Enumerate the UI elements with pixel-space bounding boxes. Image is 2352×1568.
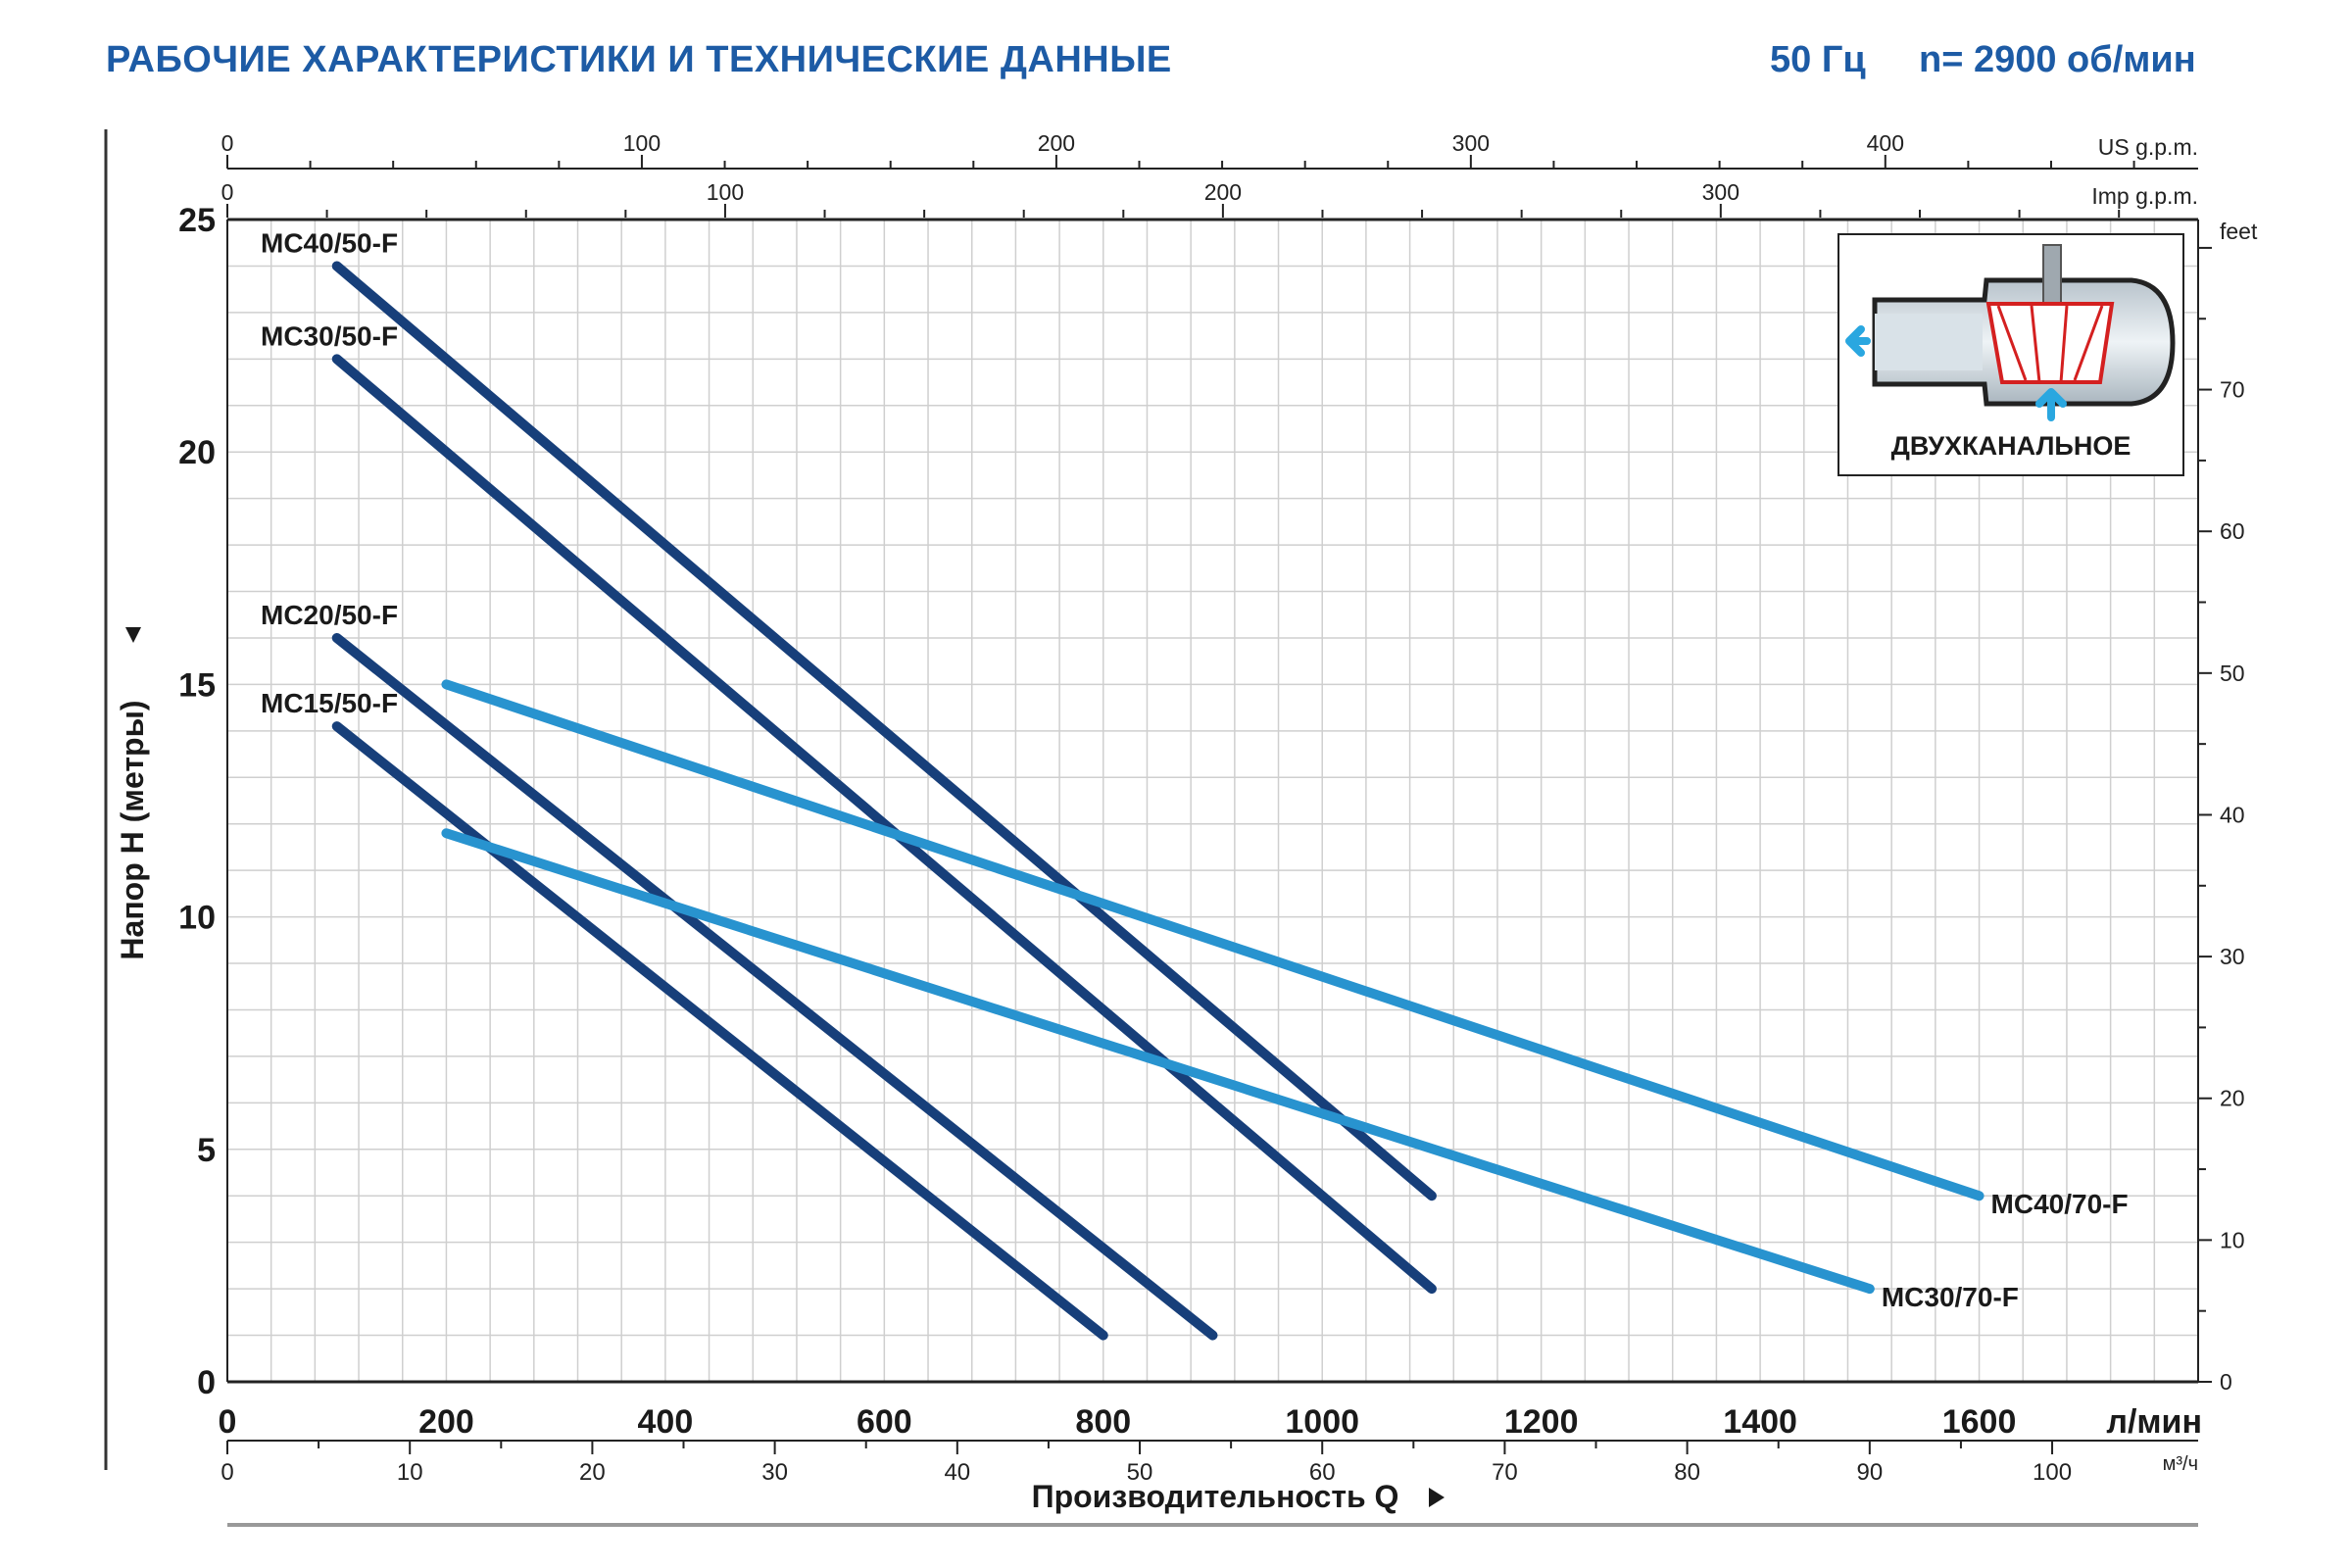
y-axis-title: Напор H (метры): [115, 700, 150, 959]
y-tick-label: 0: [197, 1364, 216, 1401]
speed-label: n= 2900 об/мин: [1919, 39, 2196, 80]
series-label-mc30-50-f: MC30/50-F: [261, 320, 398, 351]
x-top-us-tick-label: 400: [1867, 130, 1904, 156]
x-tick-label: 400: [638, 1403, 694, 1441]
y-right-tick-label: 30: [2220, 944, 2245, 969]
x-top-us-tick-label: 200: [1038, 130, 1075, 156]
x-tick-label: 1600: [1942, 1403, 2017, 1441]
x-top-us-tick-label: 0: [221, 130, 234, 156]
series-line-mc15-50-f: [331, 721, 1108, 1341]
series-label-mc40-70-f: MC40/70-F: [1991, 1189, 2129, 1219]
x-secondary-tick-label: 40: [944, 1459, 970, 1486]
y-right-tick-label: 60: [2220, 518, 2245, 544]
y-right-tick-label: 0: [2220, 1369, 2232, 1395]
series-line-mc30-50-f: [331, 354, 1437, 1295]
x-secondary-tick-label: 0: [220, 1459, 233, 1486]
y-tick-label: 20: [178, 434, 216, 471]
x-secondary-tick-label: 10: [397, 1459, 423, 1486]
x-top-imp-tick-label: 300: [1702, 179, 1740, 205]
series-line-mc40-70-f: [441, 679, 1984, 1201]
y-axis-arrow-icon: [125, 627, 141, 643]
x-secondary-unit: м³/ч: [2163, 1453, 2198, 1475]
x-secondary-tick-label: 100: [2033, 1459, 2072, 1486]
y-tick-label: 5: [197, 1132, 216, 1169]
series-label-mc30-70-f: MC30/70-F: [1882, 1282, 2019, 1312]
y-tick-label: 10: [178, 900, 216, 937]
y-tick-label: 25: [178, 202, 216, 239]
x-secondary-tick-label: 80: [1674, 1459, 1700, 1486]
x-secondary-tick-label: 90: [1856, 1459, 1883, 1486]
x-axis-title: Производительность Q: [1032, 1479, 1399, 1514]
x-axis-arrow-icon: [1429, 1488, 1445, 1507]
x-tick-label: 1000: [1285, 1403, 1359, 1441]
x-tick-label: 600: [857, 1403, 912, 1441]
impeller-type-inset: ДВУХКАНАЛЬНОЕ: [1838, 233, 2184, 476]
x-tick-label: 1200: [1504, 1403, 1579, 1441]
x-top-imp-tick-label: 100: [707, 179, 744, 205]
y-right-tick-label: 70: [2220, 377, 2245, 403]
series-line-mc40-50-f: [331, 261, 1437, 1201]
y-right-unit: feet: [2220, 219, 2258, 244]
x-secondary-tick-label: 60: [1309, 1459, 1336, 1486]
x-tick-label: 1400: [1723, 1403, 1797, 1441]
series-labels: MC40/50-F MC30/50-F MC20/50-F MC15/50-F MC40…: [261, 227, 2129, 1312]
x-secondary-tick-label: 70: [1492, 1459, 1518, 1486]
impeller-type-label: ДВУХКАНАЛЬНОЕ: [1890, 431, 2132, 461]
axes: 0 5 10 15 20 25 Напор H (метры) 0 10 20 30 40 50 60 70…: [104, 129, 2258, 1527]
series-label-mc40-50-f: MC40/50-F: [261, 227, 398, 258]
x-secondary-tick-label: 50: [1127, 1459, 1153, 1486]
y-tick-label: 15: [178, 666, 216, 704]
y-right-tick-label: 10: [2220, 1227, 2245, 1252]
x-top-imp-unit: Imp g.p.m.: [2091, 183, 2198, 209]
frequency-label: 50 Гц: [1770, 39, 1866, 80]
y-right-tick-label: 20: [2220, 1086, 2245, 1111]
x-tick-label: 0: [219, 1403, 237, 1441]
x-top-us-tick-label: 100: [623, 130, 661, 156]
x-unit-label: л/мин: [2106, 1403, 2202, 1441]
x-top-imp-tick-label: 0: [221, 179, 234, 205]
page-title: РАБОЧИЕ ХАРАКТЕРИСТИКИ И ТЕХНИЧЕСКИЕ ДАН…: [106, 39, 1172, 80]
series-line-mc30-70-f: [441, 828, 1875, 1295]
x-secondary-tick-label: 30: [761, 1459, 788, 1486]
dual-channel-impeller-icon: [1845, 244, 2176, 421]
x-top-us-unit: US g.p.m.: [2098, 134, 2198, 160]
series-lines: [331, 261, 1984, 1341]
x-top-us-tick-label: 300: [1452, 130, 1490, 156]
x-tick-label: 800: [1075, 1403, 1131, 1441]
y-right-tick-label: 50: [2220, 661, 2245, 686]
series-line-mc20-50-f: [331, 632, 1218, 1341]
series-label-mc20-50-f: MC20/50-F: [261, 600, 398, 630]
x-top-imp-tick-label: 200: [1204, 179, 1242, 205]
x-tick-label: 200: [418, 1403, 474, 1441]
series-label-mc15-50-f: MC15/50-F: [261, 688, 398, 718]
x-secondary-tick-label: 20: [579, 1459, 606, 1486]
y-right-tick-label: 40: [2220, 802, 2245, 827]
